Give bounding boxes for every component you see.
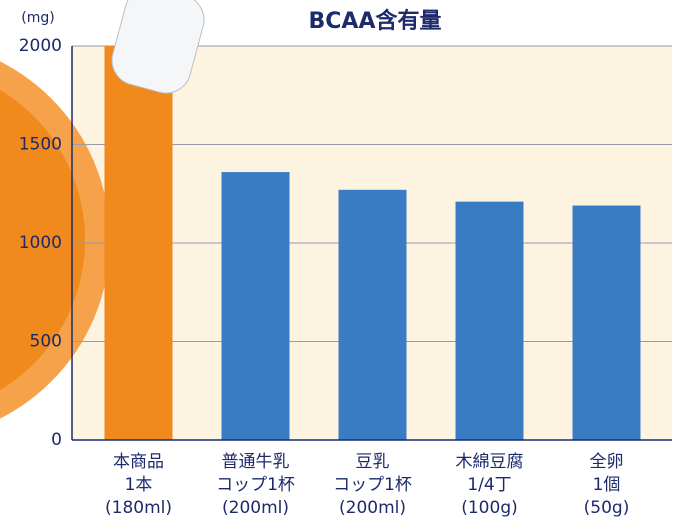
x-tick-label: (200ml) bbox=[222, 498, 289, 518]
x-tick-label: 1本 bbox=[125, 475, 153, 495]
y-tick-label: 1500 bbox=[19, 135, 62, 155]
y-tick-label: 2000 bbox=[19, 36, 62, 56]
x-tick-label: 普通牛乳 bbox=[222, 452, 290, 472]
x-tick-label: コップ1杯 bbox=[333, 475, 412, 495]
y-tick-label: 0 bbox=[51, 430, 62, 450]
bar bbox=[339, 190, 407, 440]
x-tick-label: 全卵 bbox=[590, 452, 624, 472]
y-unit: (mg) bbox=[21, 10, 54, 26]
x-tick-label: 1個 bbox=[593, 475, 621, 495]
y-tick-label: 1000 bbox=[19, 233, 62, 253]
x-tick-label: 本商品 bbox=[113, 452, 164, 472]
x-tick-label: (200ml) bbox=[339, 498, 406, 518]
chart-title: BCAA含有量 bbox=[309, 8, 442, 34]
x-tick-label: 木綿豆腐 bbox=[456, 452, 524, 472]
x-tick-label: 1/4丁 bbox=[467, 475, 511, 495]
bar bbox=[222, 172, 290, 440]
x-tick-label: (180ml) bbox=[105, 498, 172, 518]
chart: (mg) BCAA含有量 0 500 1000 1500 2000 本商品 1本 (180ml… bbox=[0, 0, 680, 520]
x-tick-label: (100g) bbox=[461, 498, 518, 518]
bar bbox=[105, 46, 173, 440]
x-tick-label: コップ1杯 bbox=[216, 475, 295, 495]
x-tick-label: 豆乳 bbox=[356, 452, 390, 472]
bar bbox=[456, 202, 524, 440]
x-tick-label: (50g) bbox=[584, 498, 630, 518]
bar bbox=[573, 206, 641, 440]
y-tick-label: 500 bbox=[30, 332, 62, 352]
